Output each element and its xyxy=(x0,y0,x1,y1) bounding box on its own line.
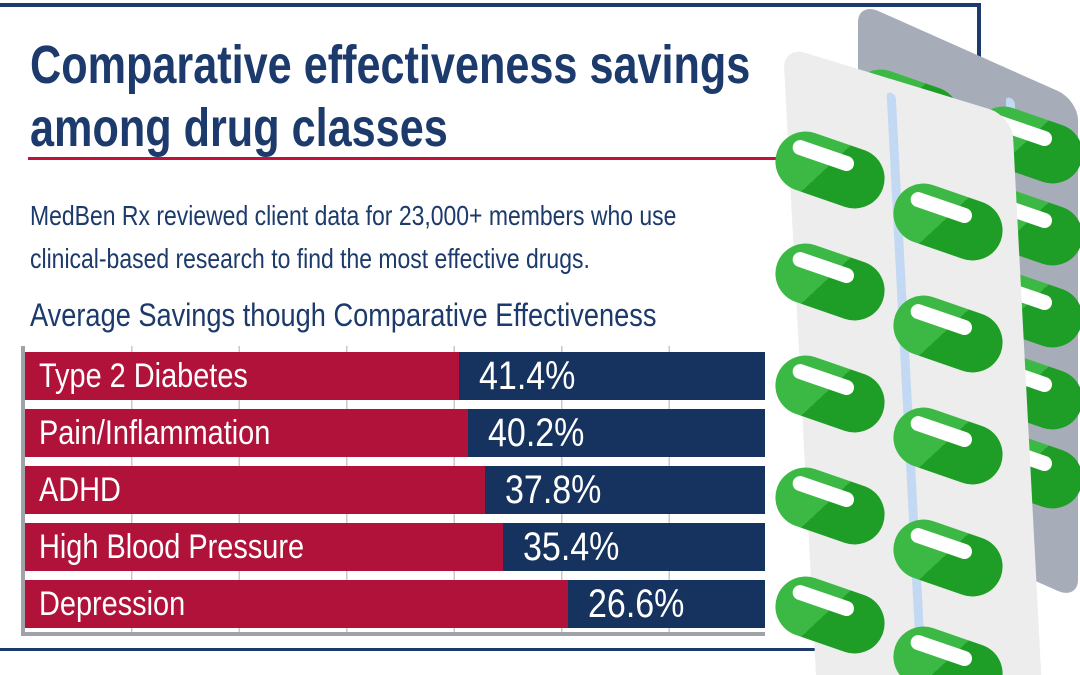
pill-highlight-stripe xyxy=(908,302,975,338)
category-bar: Pain/Inflammation xyxy=(25,409,468,457)
category-label: Pain/Inflammation xyxy=(39,413,271,452)
category-label: High Blood Pressure xyxy=(39,527,305,566)
category-bar: ADHD xyxy=(25,466,486,514)
category-bar: Type 2 Diabetes xyxy=(25,352,459,400)
category-bar: Depression xyxy=(25,580,569,628)
value-label: 35.4% xyxy=(523,524,620,569)
description-line1: MedBen Rx reviewed client data for 23,00… xyxy=(30,200,677,231)
title-underline-rule xyxy=(28,157,778,160)
value-bar: 40.2% xyxy=(467,409,765,457)
page-title-line1: Comparative effectiveness savings xyxy=(30,35,751,95)
bar-row-depression: Depression 26.6% xyxy=(25,580,765,628)
value-label: 37.8% xyxy=(505,467,602,512)
bar-row-pain-inflammation: Pain/Inflammation 40.2% xyxy=(25,409,765,457)
description-text: MedBen Rx reviewed client data for 23,00… xyxy=(30,194,818,280)
chart-title: Average Savings though Comparative Effec… xyxy=(30,297,657,333)
pill-highlight-stripe xyxy=(908,526,975,562)
blister-pack-divider xyxy=(886,91,927,674)
category-label: Depression xyxy=(39,584,186,623)
value-label: 26.6% xyxy=(588,581,685,626)
page-title-line2: among drug classes xyxy=(30,98,448,158)
value-bar: 41.4% xyxy=(458,352,765,400)
pill-highlight-stripe xyxy=(790,362,857,398)
pill-highlight-stripe xyxy=(790,474,857,510)
bar-row-type-2-diabetes: Type 2 Diabetes 41.4% xyxy=(25,352,765,400)
pill-highlight-stripe xyxy=(908,190,975,226)
value-bar: 35.4% xyxy=(503,523,765,571)
description-line2: clinical-based research to find the most… xyxy=(30,243,590,274)
pill-highlight-stripe xyxy=(790,250,857,286)
frame-border-top xyxy=(0,3,981,7)
pill-highlight-stripe xyxy=(790,583,857,619)
value-label: 41.4% xyxy=(478,353,576,398)
category-label: Type 2 Diabetes xyxy=(39,356,248,395)
category-label: ADHD xyxy=(39,470,121,509)
pill-highlight-stripe xyxy=(790,138,857,174)
value-bar: 26.6% xyxy=(568,580,765,628)
frame-border-bottom xyxy=(0,648,940,651)
pill-highlight-stripe xyxy=(908,633,975,669)
pill-highlight-stripe xyxy=(908,414,975,450)
category-bar: High Blood Pressure xyxy=(25,523,504,571)
value-label: 40.2% xyxy=(487,410,584,455)
page-title: Comparative effectiveness savings among … xyxy=(30,34,930,160)
bar-row-high-blood-pressure: High Blood Pressure 35.4% xyxy=(25,523,765,571)
bar-row-adhd: ADHD 37.8% xyxy=(25,466,765,514)
value-bar: 37.8% xyxy=(485,466,765,514)
bar-chart: Type 2 Diabetes 41.4% Pain/Inflammation … xyxy=(21,346,765,636)
